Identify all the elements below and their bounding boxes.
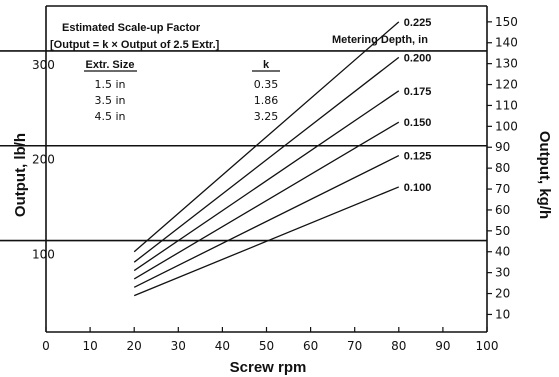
- right-tick-label: 120: [495, 78, 518, 92]
- right-tick-label: 90: [495, 140, 510, 154]
- series-labels: 0.225 0.200 0.175 0.150 0.125 0.100: [404, 17, 432, 194]
- y-axis-title-right: Output, kg/h: [536, 131, 553, 219]
- x-axis-title: Screw rpm: [230, 359, 307, 376]
- left-tick-label: 300: [32, 58, 55, 72]
- series-line: [133, 56, 400, 263]
- right-tick-label: 110: [495, 98, 518, 112]
- left-axis-gridlines: [0, 50, 487, 242]
- legend-title: Metering Depth, in: [332, 34, 428, 46]
- x-tick-label: 80: [391, 339, 406, 353]
- x-tick-label: 60: [303, 339, 318, 353]
- series-label: 0.175: [404, 86, 432, 98]
- x-tick-label: 20: [127, 339, 142, 353]
- x-tick-label: 40: [215, 339, 230, 353]
- x-tick-label: 50: [259, 339, 274, 353]
- series-line: [133, 90, 400, 272]
- x-tick-label: 90: [435, 339, 450, 353]
- left-tick-label: 200: [32, 153, 55, 167]
- scaleup-formula: [Output = k × Output of 2.5 Extr.]: [50, 39, 220, 51]
- x-tick-label: 70: [347, 339, 362, 353]
- left-tick-label: 100: [32, 248, 55, 262]
- scaleup-row-k: 0.35: [254, 78, 279, 91]
- scaleup-col-size: Extr. Size: [86, 59, 135, 71]
- series-line: [133, 21, 400, 253]
- series-label: 0.225: [404, 17, 432, 29]
- right-tick-label: 70: [495, 182, 510, 196]
- series-label: 0.200: [404, 52, 432, 64]
- scaleup-col-k: k: [263, 59, 270, 71]
- series-lines: [133, 21, 400, 297]
- right-tick-label: 20: [495, 287, 510, 301]
- series-label: 0.150: [404, 117, 432, 129]
- x-tick-label: 100: [476, 339, 499, 353]
- right-tick-label: 10: [495, 307, 510, 321]
- series-line: [133, 121, 400, 280]
- series-line: [133, 186, 400, 297]
- y-axis-title-left: Output, lb/h: [12, 133, 29, 217]
- left-axis-ticks: 100 200 300: [32, 58, 55, 262]
- scaleup-row-k: 3.25: [254, 110, 279, 123]
- x-tick-label: 30: [171, 339, 186, 353]
- right-tick-label: 40: [495, 245, 510, 259]
- right-tick-label: 80: [495, 161, 510, 175]
- right-tick-label: 30: [495, 266, 510, 280]
- right-axis-ticks: 10 20 30 40 50 60 70 80 90 100 110 120 130 140 150: [487, 15, 518, 321]
- scaleup-row-k: 1.86: [254, 94, 279, 107]
- right-tick-label: 60: [495, 203, 510, 217]
- series-line: [133, 155, 400, 288]
- right-tick-label: 140: [495, 36, 518, 50]
- right-tick-label: 150: [495, 15, 518, 29]
- scaleup-row-size: 4.5 in: [94, 110, 125, 123]
- series-label: 0.100: [404, 182, 432, 194]
- scaleup-table: Estimated Scale-up Factor [Output = k × …: [50, 22, 280, 123]
- right-tick-label: 100: [495, 119, 518, 133]
- x-tick-label: 10: [82, 339, 97, 353]
- series-label: 0.125: [404, 151, 432, 163]
- scaleup-row-size: 1.5 in: [94, 78, 125, 91]
- scaleup-title: Estimated Scale-up Factor: [62, 22, 201, 34]
- right-tick-label: 50: [495, 224, 510, 238]
- right-tick-label: 130: [495, 57, 518, 71]
- scaleup-row-size: 3.5 in: [94, 94, 125, 107]
- x-tick-label: 0: [42, 339, 50, 353]
- x-axis-ticks: 0 10 20 30 40 50 60 70 80 90 100: [42, 327, 498, 353]
